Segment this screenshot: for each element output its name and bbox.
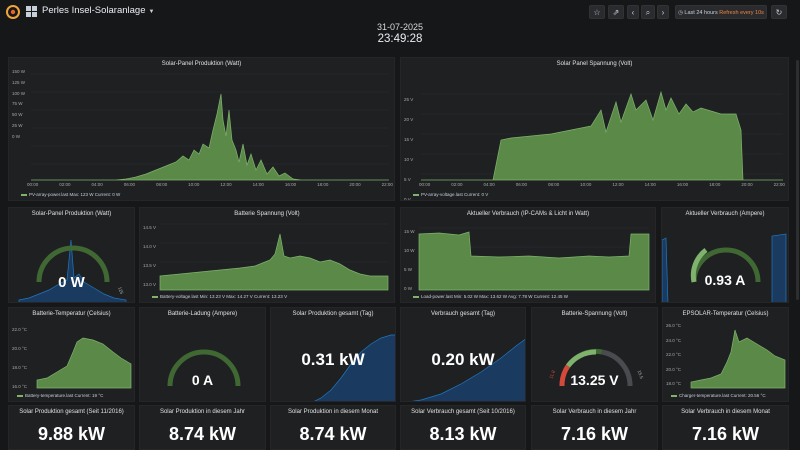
star-icon[interactable]: ☆ — [589, 5, 605, 19]
panel-title: Batterie Spannung (Volt) — [234, 211, 300, 217]
time-range-picker[interactable]: ◷ Last 24 hours Refresh every 10s — [675, 5, 767, 19]
stat-value: 7.16 kW — [560, 424, 629, 444]
gauge-value: 0.93 A — [704, 272, 746, 288]
stat-value: 0.31 kW — [301, 350, 365, 369]
charger-temp-chart — [690, 329, 786, 389]
panel-load-current[interactable]: Aktueller Verbrauch (Ampere) 0.93 A — [661, 207, 789, 303]
clock-icon: ◷ — [678, 10, 683, 16]
panel-title: EPSOLAR-Temperatur (Celsius) — [682, 311, 769, 317]
panel-battery-voltage[interactable]: Batterie Spannung (Volt) 14.5 V 14.0 V 13.… — [139, 207, 395, 303]
stat-solar-year[interactable]: Solar Produktion in diesem Jahr 8.74 kW — [139, 405, 266, 450]
panel-title: Batterie-Spannung (Volt) — [561, 311, 628, 317]
panel-solar-voltage[interactable]: Solar Panel Spannung (Volt) 25 V 20 V 15 V… — [400, 57, 789, 201]
panel-charger-temp[interactable]: EPSOLAR-Temperatur (Celsius) 26.0 °C 24.0… — [662, 307, 789, 402]
panel-title: Batterie-Temperatur (Celsius) — [32, 311, 111, 317]
solar-voltage-chart — [421, 90, 783, 181]
page-scrollbar[interactable] — [796, 60, 799, 300]
panel-title: Aktueller Verbrauch (IP-CAMs & Licht in … — [466, 211, 590, 217]
legend: Battery-voltage.last Min: 13.23 V Max: 1… — [152, 294, 287, 299]
y-axis: 14.5 V 14.0 V 13.5 V 13.0 V — [143, 225, 157, 287]
panel-title: Solar Produktion gesamt (Seit 11/2016) — [19, 409, 124, 415]
legend: PV-array-voltage.last Current: 0 V — [413, 192, 488, 197]
stat-value: 8.74 kW — [168, 424, 237, 444]
gauge-value: 0 A — [191, 372, 214, 388]
panel-title: Solar Produktion gesamt (Tag) — [292, 311, 374, 317]
current-time: 23:49:28 — [377, 33, 423, 45]
y-axis: 22.0 °C 20.0 °C 18.0 °C 16.0 °C — [12, 327, 28, 389]
stat-load-month[interactable]: Solar Verbrauch in diesem Monat 7.16 kW — [662, 405, 789, 450]
stat-load-total[interactable]: Solar Verbrauch gesamt (Seit 10/2016) 8.… — [400, 405, 526, 450]
panel-title: Solar Verbrauch in diesem Monat — [681, 409, 770, 415]
battery-voltage-chart — [159, 223, 389, 291]
top-bar: Perles Insel-Solaranlage ▼ ☆ ⇗ ‹ ⌕ › ◷ La… — [0, 0, 800, 24]
dashboard-title[interactable]: Perles Insel-Solaranlage ▼ — [42, 5, 155, 16]
x-axis: 00:00 02:00 04:00 06:00 08:00 10:00 12:00 14:00… — [27, 182, 393, 187]
sparkline — [314, 334, 395, 401]
legend: PV-array-power.last Max: 123 W Current: … — [21, 192, 120, 197]
gauge-chart — [559, 348, 633, 387]
panel-gauge-solar-power[interactable]: Solar-Panel Produktion (Watt) 125 0 W — [8, 207, 135, 303]
y-axis: 26.0 °C 24.0 °C 22.0 °C 20.0 °C 18.0 °C — [666, 323, 682, 386]
stat-value: 8.74 kW — [299, 424, 367, 444]
panel-solar-power[interactable]: Solar-Panel Produktion (Watt) 150 W 125 W… — [8, 57, 395, 201]
grafana-logo-icon[interactable] — [6, 5, 20, 19]
solar-power-chart — [31, 73, 389, 181]
gauge-chart — [662, 233, 787, 302]
sparkline — [411, 339, 525, 401]
panel-title: Solar Produktion in diesem Jahr — [159, 409, 246, 415]
stat-value: 0.20 kW — [431, 350, 495, 369]
load-power-chart — [418, 227, 650, 291]
gauge-chart — [167, 349, 241, 387]
x-axis: 00:00 02:00 04:00 06:00 08:00 10:00 12:00 14:00… — [419, 182, 785, 187]
gauge-value: 13.25 V — [570, 372, 619, 388]
panel-title: Solar Verbrauch gesamt (Seit 10/2016) — [411, 409, 515, 415]
panel-title: Solar Produktion in diesem Monat — [287, 409, 379, 415]
stat-value: 8.13 kW — [429, 424, 497, 444]
forward-icon[interactable]: › — [657, 5, 669, 19]
panel-load-power[interactable]: Aktueller Verbrauch (IP-CAMs & Licht in … — [400, 207, 656, 303]
back-icon[interactable]: ‹ — [627, 5, 639, 19]
gauge-value: 0 W — [58, 274, 85, 291]
legend: Battery-temperature.last Current: 19 °C — [17, 393, 103, 398]
stat-value: 7.16 kW — [691, 424, 760, 444]
share-icon[interactable]: ⇗ — [608, 5, 624, 19]
battery-temp-chart — [36, 337, 132, 389]
panel-title: Batterie-Ladung (Ampere) — [167, 311, 238, 317]
panel-battery-charge[interactable]: Batterie-Ladung (Ampere) 0 A — [139, 307, 266, 402]
stat-solar-total[interactable]: Solar Produktion gesamt (Seit 11/2016) 9… — [8, 405, 135, 450]
zoom-out-icon[interactable]: ⌕ — [641, 5, 655, 19]
dashboard-grid-icon[interactable] — [26, 6, 37, 17]
panel-battery-gauge[interactable]: Batterie-Spannung (Volt) 11.8 15.5 13.25… — [531, 307, 658, 402]
gauge-chart — [18, 239, 127, 302]
legend: Load-power.last Min: 5.02 W Max: 13.62 W… — [413, 294, 568, 299]
panel-title: Solar-Panel Produktion (Watt) — [31, 211, 112, 217]
panel-title: Solar Panel Spannung (Volt) — [556, 61, 633, 67]
panel-battery-temp[interactable]: Batterie-Temperatur (Celsius) 22.0 °C 20.… — [8, 307, 135, 402]
panel-title: Aktueller Verbrauch (Ampere) — [685, 211, 765, 217]
panel-title: Solar Verbrauch in diesem Jahr — [552, 409, 637, 415]
current-date: 31-07-2025 — [376, 22, 424, 32]
time-range-label: Last 24 hours — [684, 10, 718, 16]
panel-load-day[interactable]: Verbrauch gesamt (Tag) 0.20 kW — [400, 307, 526, 402]
stat-value: 9.88 kW — [37, 424, 106, 444]
panel-title: Solar-Panel Produktion (Watt) — [161, 61, 242, 67]
stat-solar-month[interactable]: Solar Produktion in diesem Monat 8.74 kW — [270, 405, 396, 450]
refresh-icon[interactable]: ↻ — [771, 5, 787, 19]
legend: Charger-temperature.last Current: 20.56 … — [671, 393, 766, 398]
chevron-down-icon: ▼ — [148, 9, 155, 15]
panel-title: Verbrauch gesamt (Tag) — [430, 311, 496, 317]
stat-load-year[interactable]: Solar Verbrauch in diesem Jahr 7.16 kW — [531, 405, 658, 450]
refresh-interval-label: Refresh every 10s — [719, 10, 764, 16]
panel-solar-day[interactable]: Solar Produktion gesamt (Tag) 0.31 kW — [270, 307, 396, 402]
